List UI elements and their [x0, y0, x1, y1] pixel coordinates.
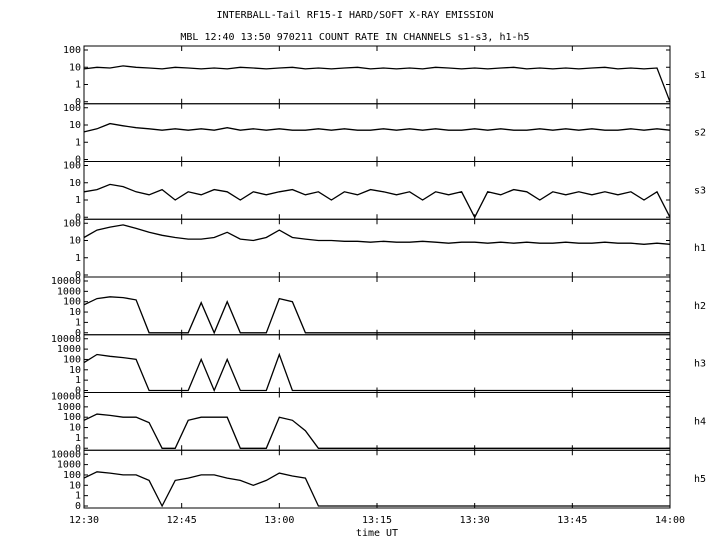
y-tick-label: 0 — [75, 97, 81, 108]
series-line — [83, 296, 670, 335]
x-tick-label: 14:00 — [655, 515, 685, 526]
y-tick-label: 100 — [63, 297, 81, 308]
chart-title: INTERBALL-Tail RF15-I HARD/SOFT X-RAY EM… — [217, 10, 494, 21]
panel-frame — [83, 334, 671, 393]
y-tick-label: 10 — [69, 423, 81, 434]
y-tick-label: 1 — [75, 253, 81, 264]
series-line — [83, 413, 670, 449]
panel-label: h1 — [694, 243, 706, 254]
y-tick-label: 10000 — [51, 276, 81, 287]
y-tick-label: 0 — [75, 386, 81, 397]
y-tick-label: 0 — [75, 212, 81, 223]
y-tick-label: 10 — [69, 365, 81, 376]
y-tick-label: 100 — [63, 354, 81, 365]
x-tick-label: 12:45 — [167, 515, 197, 526]
x-tick-label: 13:45 — [557, 515, 587, 526]
x-axis-label: time UT — [356, 528, 398, 539]
y-tick-label: 10 — [69, 236, 81, 247]
series-line — [83, 122, 671, 133]
y-tick-label: 0 — [75, 443, 81, 454]
y-tick-label: 100 — [63, 218, 81, 229]
y-tick-label: 10000 — [51, 449, 81, 460]
x-tick-label: 13:30 — [460, 515, 490, 526]
y-tick-label: 10000 — [51, 334, 81, 345]
series-line — [83, 352, 670, 393]
series-line — [83, 183, 671, 219]
panel-frame — [83, 45, 671, 105]
y-tick-label: 0 — [75, 155, 81, 166]
y-tick-label: 100 — [63, 470, 81, 481]
y-tick-label: 0 — [75, 501, 81, 512]
y-tick-label: 1 — [75, 375, 81, 386]
panel-frame — [83, 449, 671, 509]
panel-frame — [83, 103, 671, 162]
y-tick-label: 100 — [63, 161, 81, 172]
chart-subtitle: MBL 12:40 13:50 970211 COUNT RATE IN CHA… — [180, 32, 529, 43]
panel-frame — [83, 276, 671, 336]
x-tick-label: 12:30 — [69, 515, 99, 526]
panel-frame — [83, 392, 671, 451]
y-tick-label: 10 — [69, 307, 81, 318]
y-tick-label: 100 — [63, 412, 81, 423]
y-tick-label: 1 — [75, 433, 81, 444]
y-tick-label: 1000 — [57, 460, 81, 471]
y-tick-label: 0 — [75, 270, 81, 281]
panel-label: h3 — [694, 359, 706, 370]
y-tick-label: 1 — [75, 491, 81, 502]
y-tick-label: 1 — [75, 317, 81, 328]
y-tick-label: 10 — [69, 120, 81, 131]
x-tick-label: 13:00 — [264, 515, 294, 526]
panel-frame — [83, 218, 671, 278]
panel-label: s2 — [694, 128, 706, 139]
y-tick-label: 1 — [75, 80, 81, 91]
panel-label: h2 — [694, 301, 706, 312]
y-tick-label: 1000 — [57, 286, 81, 297]
y-tick-label: 1000 — [57, 344, 81, 355]
y-tick-label: 1 — [75, 137, 81, 148]
y-tick-label: 1000 — [57, 402, 81, 413]
panel-label: s1 — [694, 70, 706, 81]
x-tick-label: 13:15 — [362, 515, 392, 526]
y-tick-label: 100 — [63, 45, 81, 56]
series-line — [83, 471, 670, 508]
y-tick-label: 10000 — [51, 392, 81, 403]
series-line — [83, 224, 671, 245]
y-tick-label: 1 — [75, 195, 81, 206]
y-tick-label: 10 — [69, 480, 81, 491]
panel-label: h4 — [694, 416, 706, 427]
panel-label: h5 — [694, 474, 706, 485]
y-tick-label: 10 — [69, 178, 81, 189]
series-line — [83, 65, 671, 103]
y-tick-label: 100 — [63, 103, 81, 114]
y-tick-label: 0 — [75, 328, 81, 339]
panel-label: s3 — [694, 185, 706, 196]
y-tick-label: 10 — [69, 62, 81, 73]
